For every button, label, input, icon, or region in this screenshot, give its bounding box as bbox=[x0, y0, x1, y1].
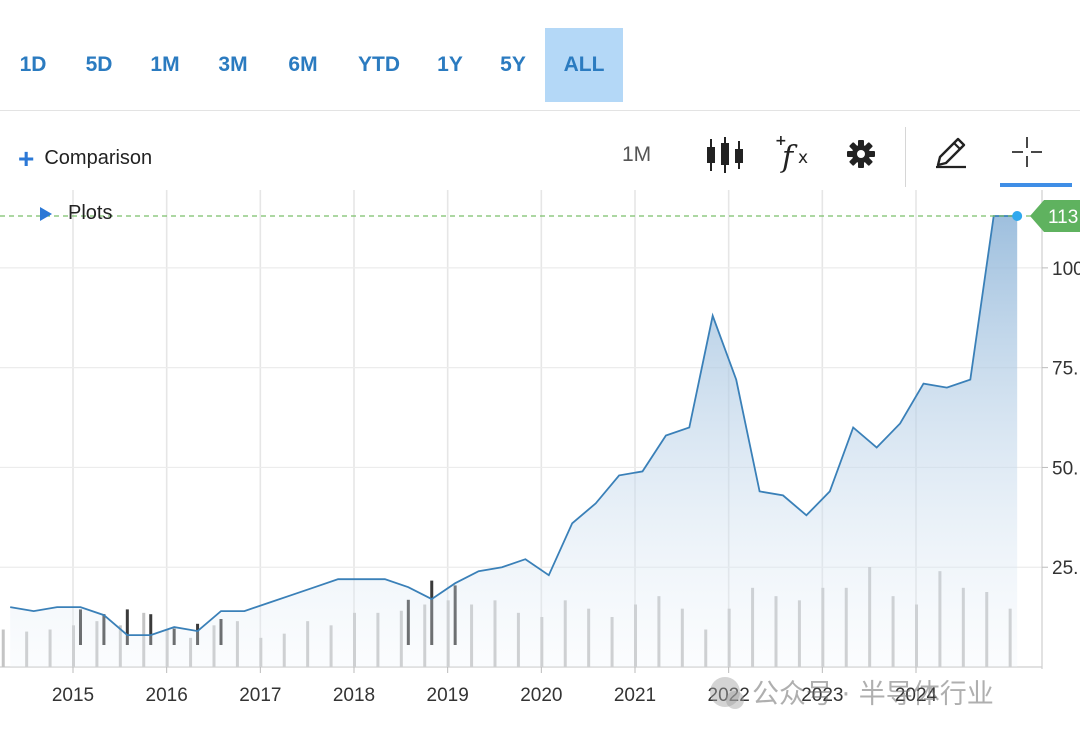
svg-text:f: f bbox=[780, 140, 798, 175]
range-tab-5y[interactable]: 5Y bbox=[500, 53, 526, 76]
gear-icon[interactable] bbox=[846, 139, 876, 174]
range-tab-5d[interactable]: 5D bbox=[85, 53, 113, 76]
comparison-label: Comparison bbox=[44, 147, 153, 169]
price-chart[interactable]: 2015 2016 2017 2018 2019 2020 2021 2022 2023 2024… bbox=[0, 190, 1080, 744]
x-axis-ticks: 2015 2016 2017 2018 2019 2020 2021 2022 2023 2024 bbox=[52, 667, 938, 706]
active-tool-indicator bbox=[1000, 183, 1072, 187]
pencil-icon[interactable] bbox=[932, 133, 970, 176]
range-tab-6m[interactable]: 6M bbox=[288, 53, 318, 76]
range-tab-3m[interactable]: 3M bbox=[218, 53, 248, 76]
price-line bbox=[10, 215, 1018, 636]
x-tick-label: 2024 bbox=[895, 685, 938, 706]
last-price-label: 113 bbox=[1048, 207, 1078, 228]
x-tick-label: 2023 bbox=[801, 685, 843, 706]
watermark: 公众号 · 半导体行业 bbox=[710, 672, 994, 711]
range-tab-ytd[interactable]: YTD bbox=[358, 53, 400, 76]
plots-toggle[interactable]: Plots bbox=[40, 202, 112, 225]
x-tick-label: 2017 bbox=[239, 685, 281, 706]
y-tick-label: 75. bbox=[1052, 359, 1078, 380]
volume-bar bbox=[1, 629, 5, 667]
x-tick-label: 2019 bbox=[427, 685, 469, 706]
watermark-text: 公众号 · 半导体行业 bbox=[752, 679, 994, 710]
y-tick-label: 50. bbox=[1052, 458, 1078, 479]
y-tick-label: 25. bbox=[1052, 558, 1078, 579]
x-tick-label: 2021 bbox=[614, 685, 656, 706]
x-tick-label: 2020 bbox=[520, 685, 562, 706]
wechat-logo-icon bbox=[710, 676, 744, 709]
plots-label: Plots bbox=[68, 202, 113, 224]
price-area bbox=[10, 216, 1018, 667]
interval-button[interactable]: 1M bbox=[622, 143, 652, 166]
crosshair-icon[interactable] bbox=[1010, 135, 1044, 174]
last-price-marker: 113 bbox=[0, 199, 1080, 232]
range-tab-1m[interactable]: 1M bbox=[150, 53, 180, 76]
range-tab-1y[interactable]: 1Y bbox=[437, 53, 463, 76]
y-tick-label: 100 bbox=[1052, 259, 1080, 280]
x-tick-label: 2022 bbox=[708, 685, 750, 706]
svg-text:x: x bbox=[798, 148, 808, 168]
svg-text:+: + bbox=[775, 133, 787, 149]
chart-toolbar: + Comparison 1M + f x bbox=[0, 111, 1080, 191]
toolbar-separator bbox=[905, 127, 906, 187]
x-tick-label: 2018 bbox=[333, 685, 375, 706]
last-price-badge bbox=[1030, 199, 1080, 232]
volume-bar-down bbox=[125, 609, 129, 645]
x-tick-label: 2015 bbox=[52, 685, 94, 706]
x-tick-label: 2016 bbox=[146, 685, 188, 706]
plus-icon: + bbox=[18, 142, 35, 174]
last-price-dot bbox=[1012, 210, 1023, 221]
range-tab-all[interactable]: ALL bbox=[545, 28, 623, 102]
volume-bar-down bbox=[149, 614, 153, 645]
range-tab-1d[interactable]: 1D bbox=[19, 53, 47, 76]
comparison-button[interactable]: + Comparison bbox=[18, 142, 153, 174]
fx-icon[interactable]: + f x bbox=[774, 133, 814, 180]
candlestick-icon[interactable] bbox=[704, 135, 746, 180]
expand-triangle-icon bbox=[40, 206, 52, 221]
range-selector: 1D 5D 1M 3M 6M YTD 1Y 5Y ALL bbox=[0, 0, 1080, 111]
y-axis-ticks: 25. 50. 75. 100 bbox=[1042, 259, 1080, 579]
